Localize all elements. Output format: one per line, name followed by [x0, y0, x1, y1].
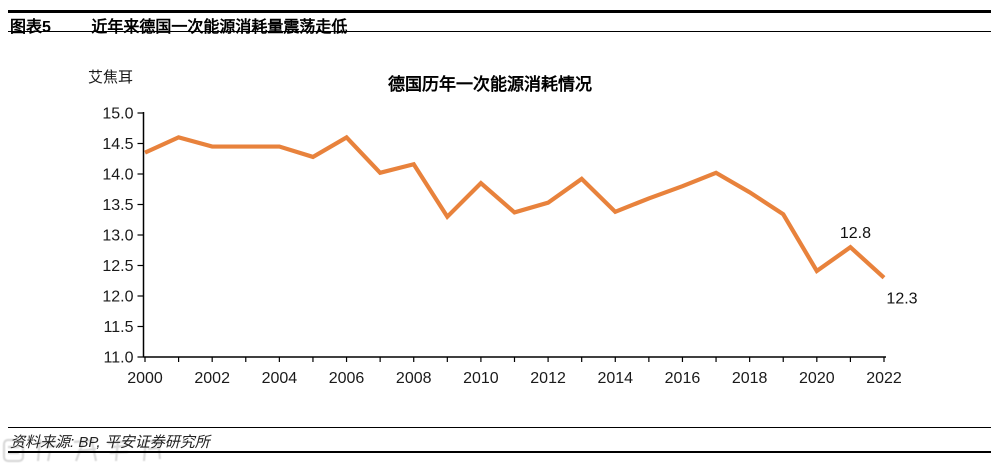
- y-axis-tick-label: 12.5: [102, 258, 133, 275]
- x-axis-tick-label: 2022: [866, 370, 902, 387]
- y-axis-tick-label: 11.0: [104, 350, 134, 367]
- data-point-label: 12.3: [886, 291, 917, 308]
- watermark: [2, 437, 192, 463]
- y-axis-tick-label: 14.5: [102, 136, 133, 153]
- x-axis-tick-label: 2012: [530, 370, 566, 387]
- chart-title: 德国历年一次能源消耗情况: [388, 75, 592, 94]
- x-axis-tick-label: 2018: [732, 370, 768, 387]
- y-axis-tick-label: 15.0: [102, 106, 133, 123]
- y-axis-tick-label: 12.0: [102, 289, 133, 306]
- y-axis-tick-label: 13.5: [102, 197, 133, 214]
- line-chart: 11.0 11.5 12.0 12.5 13.0 13.5 14.0 14.5 15.0 2000…: [102, 106, 917, 388]
- x-axis-tick-label: 2002: [194, 370, 230, 387]
- x-axis-tick-label: 2016: [665, 370, 701, 387]
- y-axis-tick-label: 11.5: [104, 319, 134, 336]
- footer-top-divider: [8, 427, 991, 428]
- x-axis-tick-label: 2014: [597, 370, 633, 387]
- y-axis-tick-label: 13.0: [102, 228, 133, 245]
- x-axis-tick-label: 2004: [262, 370, 298, 387]
- x-axis-tick-label: 2000: [127, 370, 163, 387]
- figure-header: 图表5 近年来德国一次能源消耗量震荡走低: [10, 13, 347, 37]
- figure-header-title: 近年来德国一次能源消耗量震荡走低: [91, 19, 348, 36]
- data-point-label: 12.8: [840, 225, 871, 242]
- x-axis-tick-label: 2008: [396, 370, 432, 387]
- figure-tag: 图表5: [10, 19, 51, 36]
- top-thick-divider: [8, 10, 991, 13]
- header-divider: [8, 31, 991, 32]
- x-axis-tick-label: 2010: [463, 370, 499, 387]
- x-axis-tick-label: 2020: [799, 370, 835, 387]
- x-axis-tick-label: 2006: [329, 370, 365, 387]
- source-note: 资料来源: BP, 平安证券研究所: [10, 434, 210, 451]
- footer-bottom-divider: [8, 451, 991, 453]
- energy-consumption-series-line: [144, 134, 886, 280]
- y-axis-unit-label: 艾焦耳: [88, 69, 134, 86]
- y-axis-tick-label: 14.0: [102, 167, 133, 184]
